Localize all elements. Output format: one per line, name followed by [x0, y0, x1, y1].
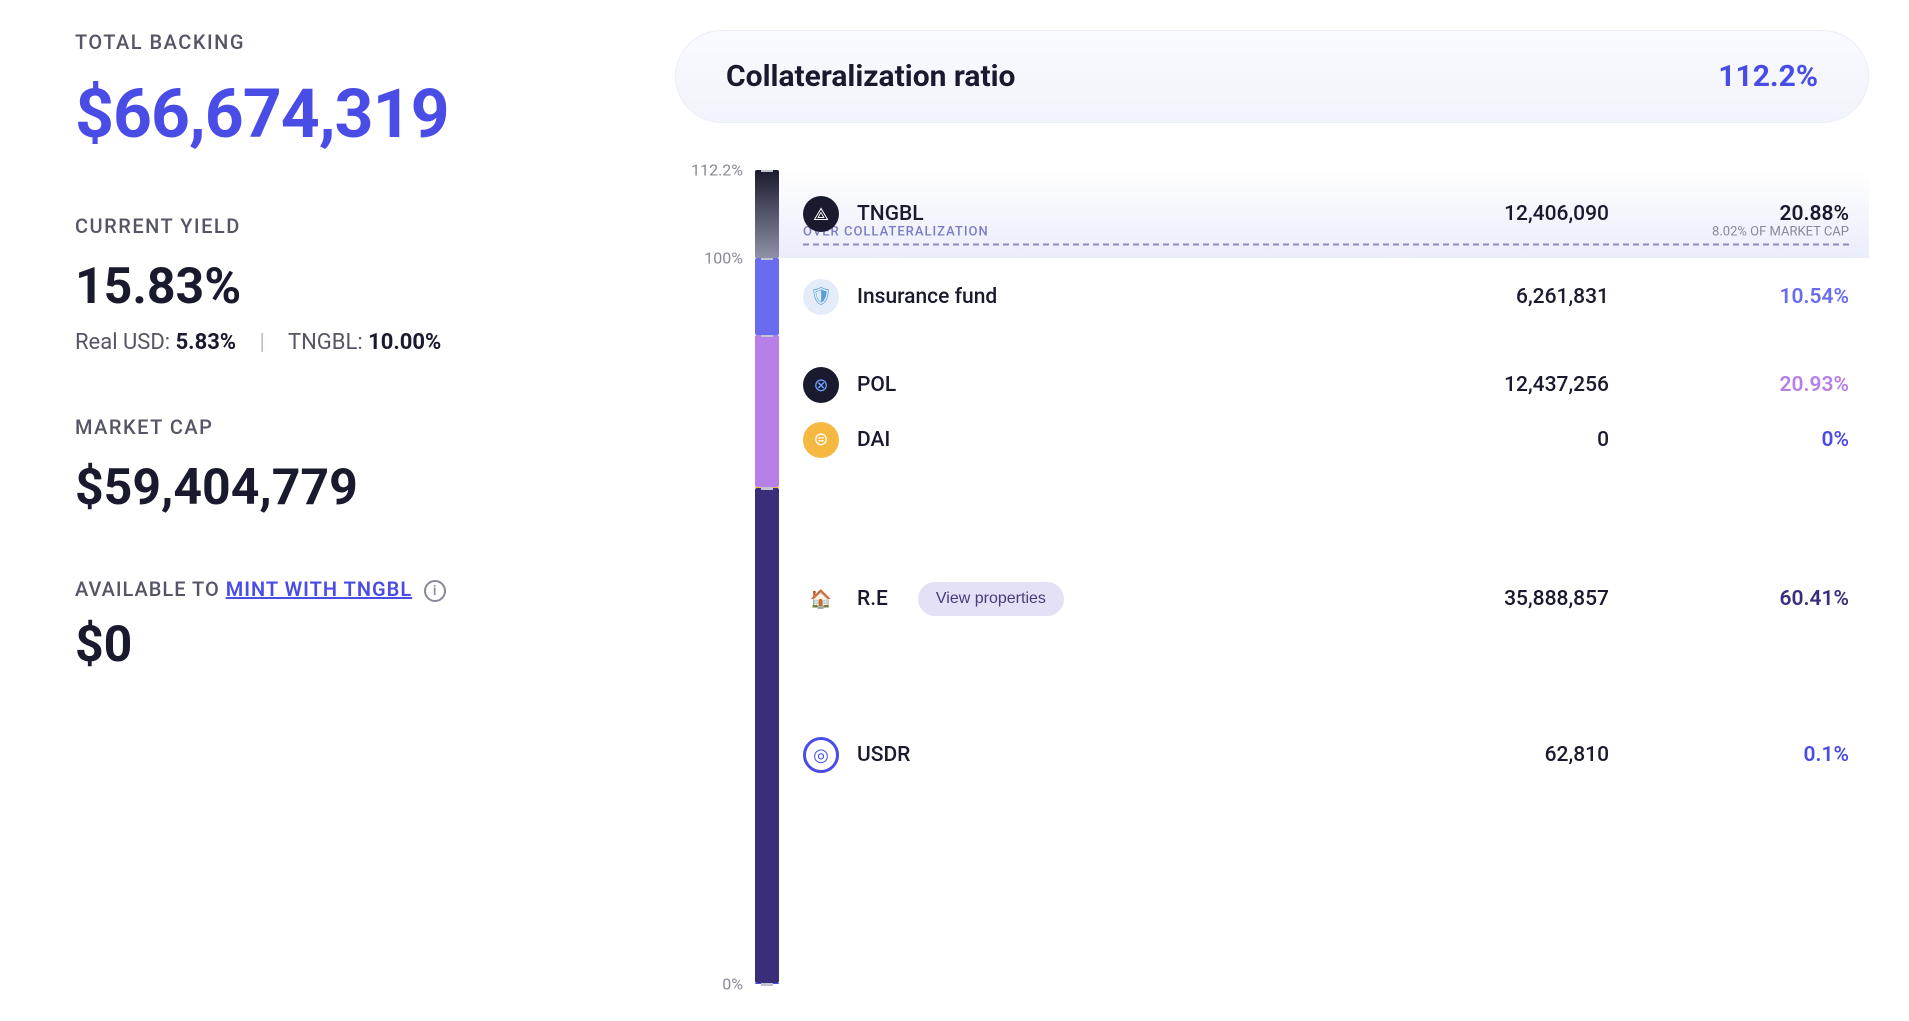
tick: [761, 984, 773, 986]
ratio-title: Collateralization ratio: [726, 59, 1015, 94]
asset-row-pol: ⊗POL12,437,25620.93%: [803, 367, 1849, 403]
mint-value: $0: [75, 616, 595, 674]
mint-label-row: AVAILABLE TO MINT WITH TNGBL i: [75, 577, 595, 602]
tngbl-yield-value: 10.00%: [368, 330, 441, 355]
axis-bottom-label: 0%: [722, 975, 743, 994]
tick: [761, 488, 773, 490]
total-backing-block: TOTAL BACKING $66,674,319: [75, 30, 595, 154]
axis-top-label: 112.2%: [691, 160, 743, 179]
current-yield-block: CURRENT YIELD 15.83% Real USD: 5.83% | T…: [75, 214, 595, 355]
usdr-icon: ◎: [803, 737, 839, 773]
bar-column: [755, 153, 779, 1001]
bar-segment-re: [755, 488, 779, 983]
info-icon[interactable]: i: [424, 580, 446, 602]
asset-row-ins: 🛡Insurance fund6,261,83110.54%: [803, 279, 1849, 315]
asset-name-usdr: USDR: [857, 743, 910, 767]
bar-segment-tngbl: [755, 170, 779, 259]
axis-100-label: 100%: [704, 249, 743, 268]
asset-name-dai: DAI: [857, 428, 890, 452]
collateralization-chart: 112.2% 100% 0% OVER COLLATERALIZATION8.0…: [675, 153, 1869, 1001]
asset-pct-pol: 20.93%: [1780, 373, 1849, 397]
bar-segment-ins: [755, 258, 779, 334]
asset-row-dai: ⊜ DAI 00%: [803, 422, 1849, 458]
current-yield-label: CURRENT YIELD: [75, 214, 595, 238]
market-cap-value: $59,404,779: [75, 459, 595, 517]
asset-name-pol: POL: [857, 373, 896, 397]
ins-icon: 🛡: [803, 279, 839, 315]
yield-breakdown: Real USD: 5.83% | TNGBL: 10.00%: [75, 330, 595, 355]
left-stats-panel: TOTAL BACKING $66,674,319 CURRENT YIELD …: [75, 30, 595, 1001]
view-properties-button[interactable]: View properties: [918, 582, 1064, 616]
asset-row-re: 🏠R.EView properties35,888,85760.41%: [803, 581, 1849, 617]
ratio-value: 112.2%: [1718, 59, 1818, 94]
asset-amount-dai: 0: [1597, 428, 1849, 452]
ratio-header: Collateralization ratio 112.2%: [675, 30, 1869, 123]
market-cap-block: MARKET CAP $59,404,779: [75, 415, 595, 517]
tngbl-icon: ⟁: [803, 196, 839, 232]
total-backing-value: $66,674,319: [75, 74, 595, 154]
asset-row-usdr: ◎USDR62,8100.1%: [803, 737, 1849, 773]
real-usd-value: 5.83%: [176, 330, 237, 355]
asset-name-ins: Insurance fund: [857, 285, 997, 309]
tngbl-yield-label: TNGBL:: [288, 330, 363, 355]
asset-pct-re: 60.41%: [1780, 587, 1849, 611]
axis-labels: 112.2% 100% 0%: [675, 153, 755, 1001]
real-usd-label: Real USD:: [75, 330, 170, 355]
available-to-mint-block: AVAILABLE TO MINT WITH TNGBL i $0: [75, 577, 595, 674]
asset-rows-column: OVER COLLATERALIZATION8.02% OF MARKET CA…: [779, 153, 1869, 1001]
overcollat-line: OVER COLLATERALIZATION8.02% OF MARKET CA…: [803, 244, 1849, 273]
asset-row-tngbl: ⟁TNGBL12,406,09020.88%: [803, 196, 1849, 232]
asset-name-tngbl: TNGBL: [857, 202, 924, 226]
tick: [761, 258, 773, 260]
mint-prefix: AVAILABLE TO: [75, 577, 220, 601]
asset-pct-tngbl: 20.88%: [1780, 202, 1849, 226]
asset-pct-dai: 0%: [1822, 428, 1850, 452]
total-backing-label: TOTAL BACKING: [75, 30, 595, 54]
asset-pct-ins: 10.54%: [1780, 285, 1849, 309]
re-icon: 🏠: [803, 581, 839, 617]
current-yield-value: 15.83%: [75, 258, 595, 316]
market-cap-label: MARKET CAP: [75, 415, 595, 439]
asset-pct-usdr: 0.1%: [1804, 743, 1849, 767]
pol-icon: ⊗: [803, 367, 839, 403]
tick: [761, 335, 773, 337]
asset-name-re: R.E: [857, 587, 888, 611]
dai-icon: ⊜: [803, 422, 839, 458]
bar-segment-pol: [755, 335, 779, 487]
collateralization-panel: Collateralization ratio 112.2% 112.2% 10…: [675, 30, 1869, 1001]
mint-with-tngbl-link[interactable]: MINT WITH TNGBL: [226, 577, 412, 601]
tick: [761, 170, 773, 172]
yield-divider: |: [260, 330, 265, 355]
